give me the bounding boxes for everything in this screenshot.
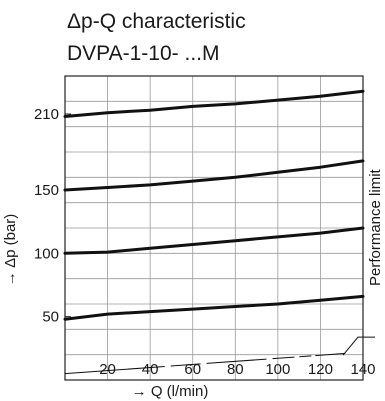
- y-tick-label: 150: [34, 182, 59, 199]
- grid: [65, 76, 363, 380]
- y-tick-label: 100: [34, 245, 59, 262]
- x-tick-labels: 20 40 60 80 100 120 140: [99, 361, 375, 378]
- x-tick-label: 140: [350, 361, 375, 378]
- y-axis-label: → Δp (bar): [2, 214, 19, 287]
- series-line-2: [63, 226, 365, 255]
- x-tick-label: 80: [227, 361, 244, 378]
- performance-limit-label: Performance limit: [367, 168, 384, 286]
- x-tick-label: 100: [265, 361, 290, 378]
- y-tick-label: 210: [34, 106, 59, 123]
- series-line-3: [63, 159, 365, 192]
- x-tick-label: 40: [142, 361, 159, 378]
- performance-limit-line: [64, 351, 364, 375]
- performance-limit-leader: [342, 336, 375, 356]
- chart-subtitle: DVPA-1-10- ...M: [67, 42, 219, 65]
- chart-title: Δp-Q characteristic: [67, 10, 246, 33]
- x-tick-label: 60: [184, 361, 201, 378]
- series-group: [63, 89, 365, 321]
- x-axis-label: → Q (l/min): [132, 383, 209, 400]
- y-tick-label: 50: [42, 309, 59, 326]
- x-tick-label: 120: [308, 361, 333, 378]
- performance-limit-group: [64, 336, 375, 375]
- series-line-1: [63, 294, 365, 321]
- x-tick-label: 20: [99, 361, 116, 378]
- series-line-4: [63, 89, 365, 118]
